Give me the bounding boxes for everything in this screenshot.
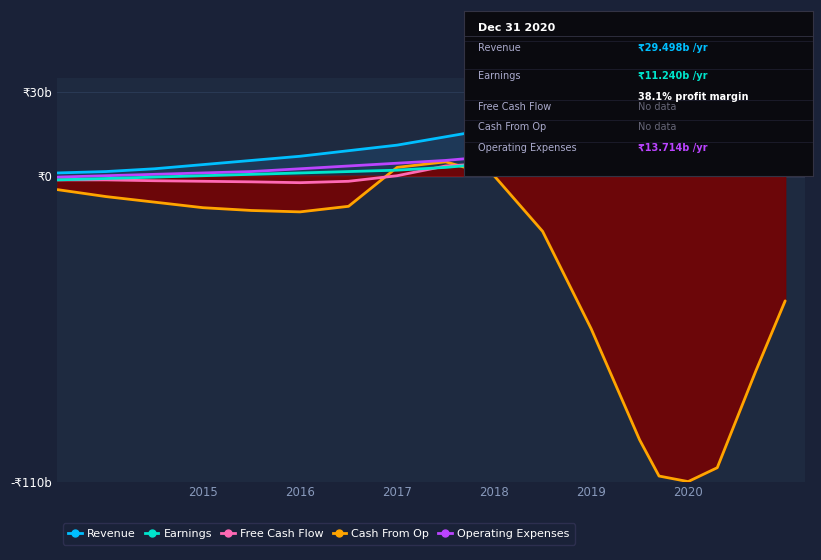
Text: Earnings: Earnings [478,71,521,81]
Text: No data: No data [639,122,677,132]
Legend: Revenue, Earnings, Free Cash Flow, Cash From Op, Operating Expenses: Revenue, Earnings, Free Cash Flow, Cash … [63,524,575,544]
Text: ₹11.240b /yr: ₹11.240b /yr [639,71,708,81]
Text: No data: No data [639,102,677,112]
Text: 38.1% profit margin: 38.1% profit margin [639,92,749,102]
Text: Operating Expenses: Operating Expenses [478,143,576,153]
Text: Dec 31 2020: Dec 31 2020 [478,23,555,33]
Text: Free Cash Flow: Free Cash Flow [478,102,551,112]
Text: ₹29.498b /yr: ₹29.498b /yr [639,43,708,53]
Text: ₹13.714b /yr: ₹13.714b /yr [639,143,708,153]
Text: Revenue: Revenue [478,43,521,53]
Text: Cash From Op: Cash From Op [478,122,546,132]
